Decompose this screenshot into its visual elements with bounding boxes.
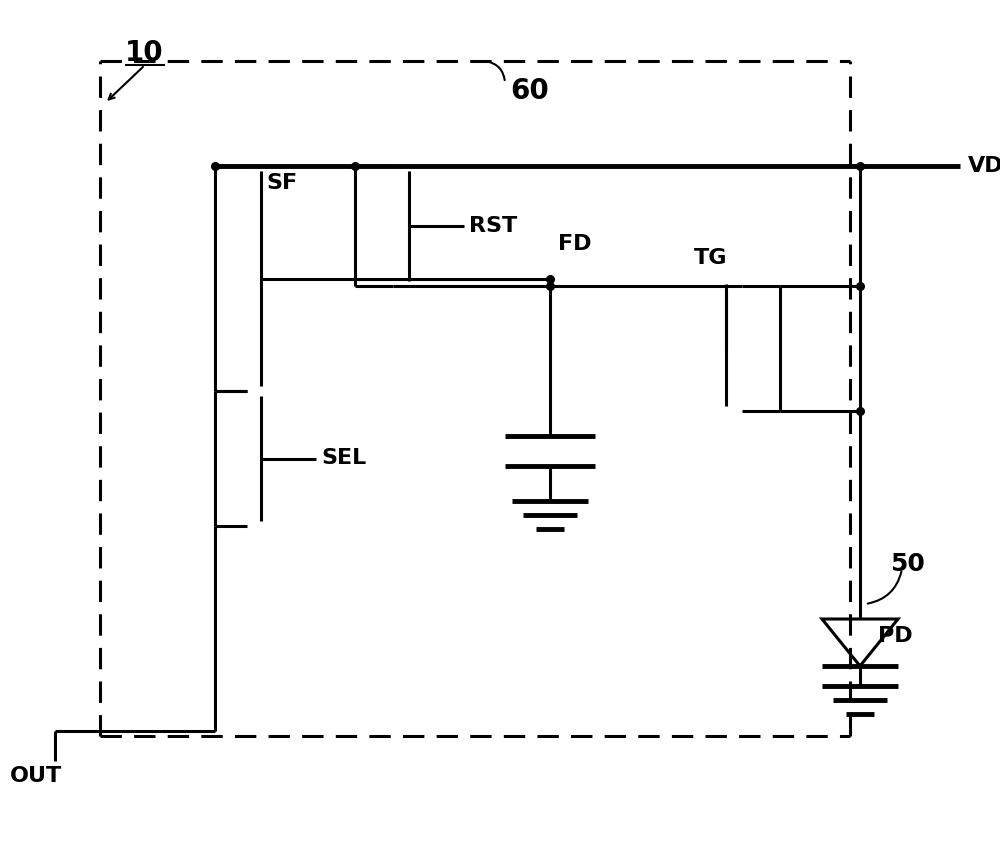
Text: SEL: SEL (321, 448, 366, 468)
Text: RST: RST (469, 216, 517, 236)
Text: VDD: VDD (968, 156, 1000, 176)
Text: 10: 10 (125, 39, 164, 67)
Text: 60: 60 (510, 77, 549, 105)
Text: 50: 50 (890, 552, 925, 576)
Text: OUT: OUT (10, 766, 62, 786)
Text: PD: PD (878, 627, 913, 647)
Text: FD: FD (558, 234, 592, 254)
Text: TG: TG (694, 248, 728, 268)
Text: SF: SF (266, 173, 297, 193)
